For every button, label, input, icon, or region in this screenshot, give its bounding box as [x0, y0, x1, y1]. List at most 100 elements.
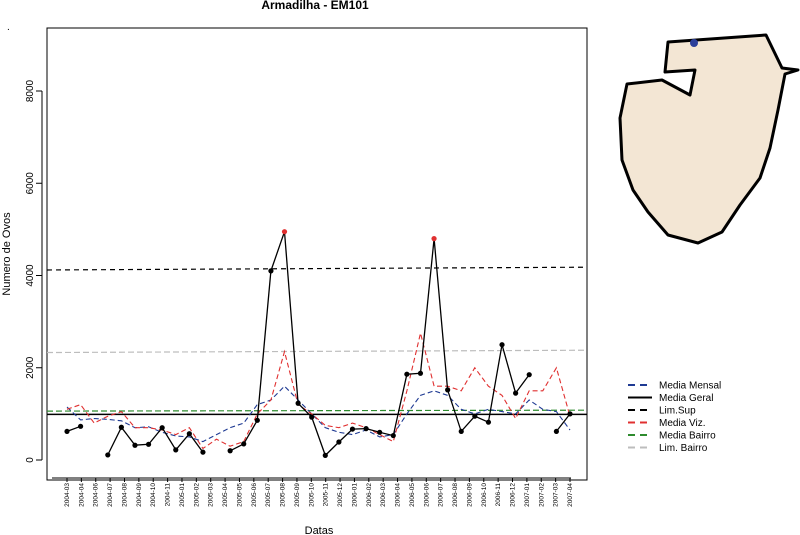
y-tick-label: 4000	[25, 264, 36, 287]
data-point	[390, 432, 396, 439]
x-tick-label: 2005-12	[337, 483, 344, 507]
y-axis: 0 2000 4000 6000 8000	[25, 79, 43, 463]
data-point	[499, 342, 505, 348]
x-tick-label: 2006-12	[510, 483, 517, 507]
x-tick-label: 2006-09	[466, 483, 473, 507]
data-point	[118, 424, 124, 430]
x-tick-label: 2006-04	[395, 483, 402, 507]
x-tick-label: 2004-06	[93, 483, 100, 507]
x-axis: 2004-03 2004-04 2004-06 2004-07 2004-08 2004-…	[52, 477, 574, 507]
x-tick-label: 2005-07	[265, 483, 272, 507]
x-tick-label: 2007-03	[553, 483, 560, 507]
data-point	[254, 417, 260, 423]
data-point	[377, 429, 383, 435]
x-tick-label: 2004-09	[136, 483, 143, 507]
y-tick-label: 2000	[25, 356, 36, 379]
y-tick-label: 0	[25, 457, 36, 463]
x-tick-label: 2005-04	[222, 483, 229, 507]
data-point	[268, 268, 274, 274]
data-point	[295, 400, 301, 406]
highlight-point	[281, 229, 288, 235]
plot-frame	[46, 27, 588, 481]
series-media-geral	[555, 413, 571, 432]
legend-label: Lim. Bairro	[659, 443, 708, 454]
y-tick-label: 6000	[25, 172, 36, 195]
x-tick-label: 2005-01	[179, 483, 186, 507]
x-tick-label: 2006-06	[423, 483, 430, 507]
data-point	[485, 419, 492, 425]
data-points	[64, 229, 573, 458]
data-point	[132, 442, 138, 448]
data-point	[472, 413, 478, 419]
data-point	[513, 390, 519, 396]
legend-label: Media Bairro	[659, 431, 716, 442]
reference-lines	[46, 266, 588, 416]
data-point	[186, 431, 192, 437]
trap-location-marker	[690, 39, 698, 47]
hline-lim-bairro	[46, 349, 588, 354]
x-axis-label: Datas	[305, 525, 334, 535]
series-media-viz-	[66, 333, 571, 450]
neighborhood-map-shape	[618, 33, 800, 245]
data-point	[173, 447, 179, 453]
highlight-point	[431, 236, 437, 242]
legend-label: Media Viz.	[659, 418, 706, 429]
series-media-mensal	[66, 385, 571, 443]
x-tick-label: 2005-06	[251, 483, 258, 507]
y-tick-label: 8000	[25, 79, 36, 102]
x-tick-label: 2005-05	[236, 483, 243, 507]
chart-title: Armadilha - EM101	[261, 0, 369, 12]
legend-label: Lim.Sup	[659, 406, 696, 417]
x-tick-label: 2005-11	[323, 483, 330, 507]
data-point	[145, 441, 152, 447]
legend-label: Media Mensal	[659, 381, 721, 392]
x-tick-label: 2005-09	[294, 483, 301, 507]
data-point	[567, 411, 573, 417]
location-map	[618, 33, 800, 245]
data-point	[445, 387, 451, 393]
x-tick-label: 2005-10	[308, 483, 315, 507]
hline-lim-sup	[46, 266, 588, 271]
x-tick-label: 2004-04	[78, 483, 85, 507]
x-tick-label: 2005-08	[280, 483, 287, 507]
x-tick-label: 2004-10	[150, 483, 157, 507]
data-point	[77, 423, 84, 429]
hline-media-bairro	[46, 409, 588, 412]
data-point	[404, 371, 410, 377]
x-tick-label: 2007-01	[524, 483, 531, 507]
x-tick-label: 2006-05	[409, 483, 416, 507]
data-point	[227, 448, 233, 454]
data-point	[553, 428, 560, 435]
x-tick-label: 2006-10	[481, 483, 488, 507]
data-point	[200, 449, 206, 455]
data-point	[363, 426, 369, 432]
data-point	[526, 372, 532, 378]
y-axis-label: Numero de Ovos	[1, 212, 13, 296]
data-point	[458, 428, 464, 435]
x-tick-label: 2006-02	[366, 483, 373, 507]
x-tick-label: 2004-07	[107, 483, 114, 507]
series-media-geral	[229, 231, 530, 457]
stray-dot: .	[7, 22, 10, 33]
series-lines	[66, 231, 571, 457]
x-tick-label: 2004-08	[121, 483, 128, 507]
x-tick-label: 2005-03	[208, 483, 215, 507]
data-point	[309, 414, 315, 420]
data-point	[322, 452, 328, 458]
x-tick-label: 2006-11	[495, 483, 502, 507]
data-point	[241, 441, 247, 447]
series-media-geral	[107, 426, 204, 456]
data-point	[417, 370, 424, 376]
data-point	[105, 452, 111, 458]
x-tick-label: 2005-02	[193, 483, 200, 507]
data-point	[159, 425, 165, 431]
x-tick-label: 2006-08	[452, 483, 459, 507]
x-tick-label: 2007-04	[567, 483, 574, 507]
x-tick-label: 2006-07	[438, 483, 445, 507]
x-tick-label: 2006-03	[380, 483, 387, 507]
legend-label: Media Geral	[659, 393, 713, 404]
x-tick-label: 2004-03	[64, 483, 71, 507]
x-tick-label: 2007-02	[538, 483, 545, 507]
data-point	[64, 428, 70, 435]
